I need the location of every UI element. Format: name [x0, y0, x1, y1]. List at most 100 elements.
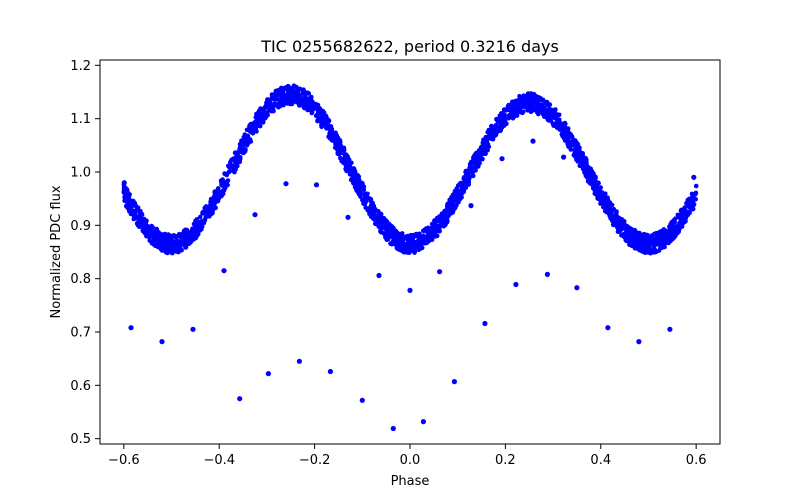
data-point — [498, 113, 503, 119]
data-point — [582, 161, 588, 167]
data-point — [141, 219, 147, 225]
chart-title: TIC 0255682622, period 0.3216 days — [260, 37, 559, 56]
outlier-point — [390, 425, 396, 432]
outlier-point — [451, 379, 457, 385]
data-point — [479, 156, 484, 162]
data-point — [553, 113, 558, 118]
data-point — [327, 134, 332, 139]
data-point — [269, 108, 274, 113]
data-point — [409, 241, 415, 247]
data-point — [319, 116, 325, 122]
data-point — [241, 141, 246, 147]
data-point — [340, 148, 346, 154]
data-point — [226, 163, 231, 169]
data-point — [574, 148, 580, 153]
data-point — [668, 221, 673, 227]
data-point — [668, 238, 673, 244]
data-point — [662, 244, 667, 250]
data-point — [282, 85, 288, 91]
data-point — [615, 224, 620, 229]
data-point — [210, 196, 216, 202]
data-point — [459, 180, 464, 186]
x-tick-label: 0.0 — [400, 453, 421, 468]
data-point — [565, 130, 570, 135]
data-point — [577, 163, 583, 169]
data-point — [626, 238, 632, 243]
data-point — [353, 182, 359, 188]
data-point — [629, 226, 634, 232]
data-point — [514, 113, 520, 118]
data-point — [523, 103, 529, 109]
data-point — [336, 151, 342, 157]
y-tick-label: 0.6 — [70, 379, 91, 394]
outlier-point — [574, 285, 580, 291]
data-point — [419, 239, 425, 244]
data-point — [285, 96, 290, 102]
data-point — [575, 159, 581, 164]
data-point — [137, 223, 142, 229]
data-point — [505, 103, 511, 109]
data-point — [196, 223, 201, 229]
data-point — [362, 194, 368, 199]
data-point — [152, 237, 158, 242]
data-point — [156, 239, 162, 245]
data-point — [353, 173, 359, 179]
data-point — [609, 214, 614, 219]
data-point — [402, 241, 408, 247]
data-point — [497, 117, 503, 123]
x-tick-label: −0.2 — [299, 453, 331, 468]
outlier-point — [513, 281, 519, 288]
data-point — [384, 224, 390, 229]
data-point — [154, 227, 160, 233]
outlier-point — [561, 154, 567, 160]
data-point — [269, 92, 275, 97]
data-point — [346, 157, 352, 162]
data-point — [352, 169, 358, 174]
data-point — [151, 225, 156, 231]
data-point — [559, 123, 564, 128]
data-point — [632, 230, 637, 236]
data-point — [540, 97, 545, 103]
data-point — [326, 125, 331, 131]
data-point — [233, 150, 239, 155]
data-point — [517, 109, 523, 115]
outlier-point — [313, 182, 320, 188]
data-point — [675, 224, 680, 230]
data-point — [611, 222, 617, 228]
data-point — [343, 154, 349, 159]
data-point — [627, 242, 633, 248]
data-point — [214, 193, 219, 198]
data-point — [300, 90, 306, 96]
data-point — [419, 245, 425, 251]
outlier-point — [544, 271, 551, 277]
data-point — [289, 86, 295, 91]
data-point — [455, 183, 461, 188]
x-tick-label: −0.6 — [108, 453, 140, 468]
outlier-point — [237, 396, 243, 402]
data-point — [277, 98, 283, 104]
data-point — [575, 143, 580, 148]
outlier-point — [407, 287, 413, 293]
data-point — [554, 120, 560, 125]
data-point — [601, 204, 607, 210]
data-point — [608, 201, 613, 207]
data-point — [121, 184, 127, 189]
data-point — [434, 227, 440, 233]
outlier-point — [359, 397, 365, 403]
data-point — [122, 187, 128, 193]
data-point — [449, 194, 454, 200]
data-point — [203, 205, 209, 211]
data-point — [668, 230, 673, 235]
data-point — [275, 102, 281, 107]
data-point — [390, 234, 395, 240]
data-point — [644, 232, 650, 238]
data-point — [591, 174, 597, 179]
data-point — [281, 96, 287, 101]
data-point — [475, 152, 481, 158]
y-axis-label: Normalized PDC flux — [49, 185, 64, 318]
data-point — [257, 119, 263, 125]
data-point — [396, 242, 402, 248]
data-point — [457, 193, 462, 199]
data-point — [193, 218, 198, 224]
